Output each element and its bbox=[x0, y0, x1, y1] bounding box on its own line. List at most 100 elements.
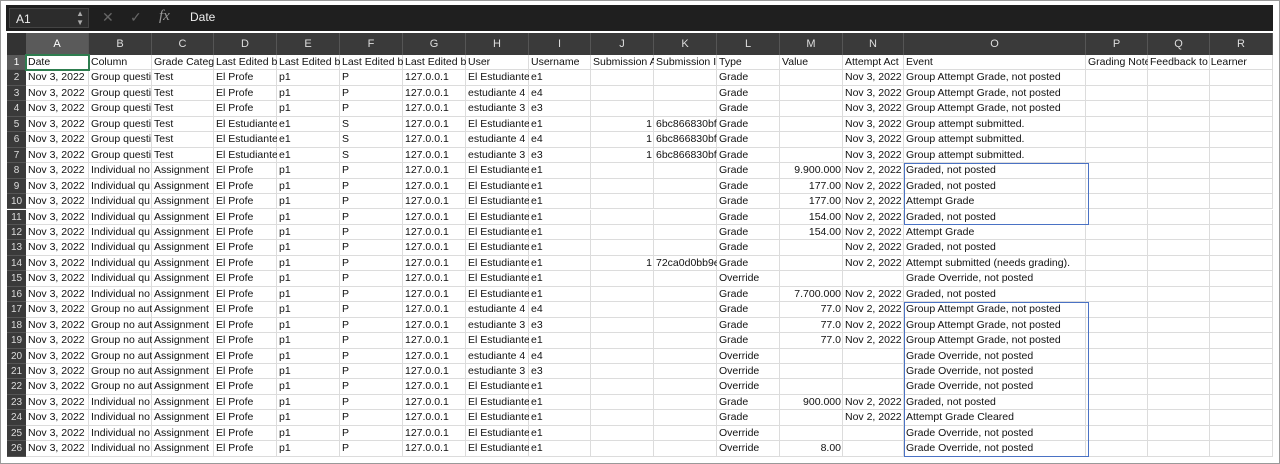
row-header[interactable]: 21 bbox=[7, 364, 26, 380]
cell[interactable]: 127.0.0.1 bbox=[405, 365, 449, 377]
cell[interactable]: El Profe bbox=[216, 365, 254, 377]
cell[interactable]: El Profe bbox=[216, 395, 254, 408]
cell[interactable]: El Profe bbox=[216, 426, 254, 439]
cell[interactable]: Grade bbox=[719, 71, 749, 84]
cell[interactable]: Last Edited b bbox=[216, 56, 277, 68]
cell[interactable]: Override bbox=[719, 349, 760, 362]
cell[interactable]: El Profe bbox=[216, 380, 254, 393]
cell[interactable]: e4 bbox=[531, 86, 543, 99]
cell[interactable]: Nov 3, 2022 bbox=[845, 86, 902, 99]
cell[interactable]: El Profe bbox=[216, 225, 254, 238]
cell[interactable]: Individual no bbox=[91, 287, 150, 300]
cell[interactable]: e1 bbox=[279, 148, 291, 161]
cell[interactable]: El Profe bbox=[216, 102, 254, 115]
fx-icon[interactable]: fx bbox=[159, 8, 170, 24]
cell[interactable]: P bbox=[342, 334, 350, 347]
cell[interactable]: P bbox=[342, 426, 350, 439]
cell[interactable]: e1 bbox=[531, 426, 543, 439]
cell[interactable]: Override bbox=[719, 272, 760, 285]
cell[interactable]: 77.0 bbox=[820, 334, 841, 347]
column-header[interactable]: J bbox=[591, 33, 654, 55]
cell[interactable]: Column bbox=[91, 56, 128, 68]
cell[interactable]: Individual qu bbox=[91, 241, 150, 254]
cell[interactable]: P bbox=[342, 102, 350, 115]
cell[interactable]: p1 bbox=[279, 195, 291, 208]
cell[interactable]: Nov 3, 2022 bbox=[28, 395, 85, 408]
cell[interactable]: Nov 3, 2022 bbox=[845, 71, 902, 84]
cell[interactable]: Group Attempt Grade, not posted bbox=[906, 303, 1061, 316]
cell[interactable]: 1 bbox=[646, 256, 652, 269]
cell[interactable]: Group questi bbox=[91, 86, 152, 99]
column-header[interactable]: A bbox=[26, 33, 89, 55]
cell[interactable]: p1 bbox=[279, 225, 291, 238]
cancel-icon[interactable]: ✕ bbox=[102, 9, 114, 25]
cell[interactable]: P bbox=[342, 210, 350, 223]
cell[interactable]: Feedback to Learner bbox=[1150, 56, 1247, 68]
cell[interactable]: Attempt submitted (needs grading). bbox=[906, 256, 1071, 269]
cell[interactable]: Assignment bbox=[154, 195, 209, 208]
cell[interactable]: Nov 3, 2022 bbox=[28, 195, 85, 208]
cell[interactable]: Nov 2, 2022 bbox=[845, 195, 902, 208]
cell[interactable]: Individual no bbox=[91, 395, 150, 408]
cell[interactable]: Grade bbox=[719, 241, 749, 254]
cell[interactable]: Group attempt submitted. bbox=[906, 117, 1025, 130]
cell[interactable]: Grade bbox=[719, 395, 749, 408]
cell[interactable]: Nov 3, 2022 bbox=[845, 148, 902, 161]
cell[interactable]: El Profe bbox=[216, 442, 254, 455]
column-header[interactable]: H bbox=[466, 33, 529, 55]
cell[interactable]: El Profe bbox=[216, 272, 254, 285]
cell[interactable]: Nov 2, 2022 bbox=[845, 225, 902, 238]
cell[interactable]: Nov 2, 2022 bbox=[845, 256, 902, 269]
cell[interactable]: Attempt Act bbox=[845, 56, 899, 68]
cell[interactable]: Override bbox=[719, 380, 760, 393]
cell[interactable]: Nov 3, 2022 bbox=[28, 164, 85, 177]
cell[interactable]: Grade bbox=[719, 303, 749, 316]
cell[interactable]: Event bbox=[906, 56, 933, 68]
cell[interactable]: Grade bbox=[719, 411, 749, 424]
cell[interactable]: 1 bbox=[646, 148, 652, 161]
cell[interactable]: Grade bbox=[719, 117, 749, 130]
name-box[interactable]: A1 ▲ ▼ bbox=[9, 8, 89, 28]
formula-content[interactable]: Date bbox=[190, 10, 216, 24]
cell[interactable]: El Profe bbox=[216, 164, 254, 177]
cell[interactable]: estudiante 3 bbox=[468, 365, 526, 377]
cell[interactable]: Assignment bbox=[154, 411, 209, 424]
cell[interactable]: p1 bbox=[279, 395, 291, 408]
cell[interactable]: estudiante 3 bbox=[468, 318, 526, 331]
cell[interactable]: Nov 3, 2022 bbox=[28, 241, 85, 254]
column-header[interactable]: M bbox=[780, 33, 843, 55]
column-header[interactable]: O bbox=[904, 33, 1086, 55]
cell[interactable]: Nov 2, 2022 bbox=[845, 318, 902, 331]
cell[interactable]: Grade bbox=[719, 225, 749, 238]
cell[interactable]: Nov 2, 2022 bbox=[845, 395, 902, 408]
row-header[interactable]: 7 bbox=[7, 147, 26, 164]
row-header[interactable]: 25 bbox=[7, 425, 26, 442]
cell[interactable]: Grade bbox=[719, 86, 749, 99]
row-header[interactable]: 19 bbox=[7, 333, 26, 349]
cell[interactable]: e1 bbox=[531, 256, 543, 269]
cell[interactable]: Graded, not posted bbox=[906, 164, 996, 177]
cell[interactable]: 127.0.0.1 bbox=[405, 380, 449, 393]
cell[interactable]: 127.0.0.1 bbox=[405, 272, 449, 285]
cell[interactable]: 77.0 bbox=[820, 303, 841, 316]
row-header[interactable]: 20 bbox=[7, 348, 26, 364]
cell[interactable]: Individual qu bbox=[91, 210, 150, 223]
cell[interactable]: P bbox=[342, 287, 350, 300]
row-header[interactable]: 16 bbox=[7, 286, 26, 303]
cell[interactable]: Test bbox=[154, 86, 174, 99]
cell[interactable]: e3 bbox=[531, 148, 543, 161]
cell[interactable]: Assignment bbox=[154, 334, 209, 347]
cell[interactable]: El Estudiante bbox=[468, 287, 529, 300]
cell[interactable]: 127.0.0.1 bbox=[405, 210, 449, 223]
cell[interactable]: e1 bbox=[531, 179, 543, 192]
cell[interactable]: P bbox=[342, 256, 350, 269]
cell[interactable]: 127.0.0.1 bbox=[405, 148, 449, 161]
stepper[interactable]: ▲ ▼ bbox=[76, 9, 84, 27]
cell[interactable]: Nov 3, 2022 bbox=[28, 86, 85, 99]
row-header[interactable]: 3 bbox=[7, 85, 26, 102]
cell[interactable]: P bbox=[342, 380, 350, 393]
cell[interactable]: P bbox=[342, 195, 350, 208]
cell[interactable]: 127.0.0.1 bbox=[405, 71, 449, 84]
cell[interactable]: Nov 3, 2022 bbox=[845, 117, 902, 130]
cell[interactable]: El Profe bbox=[216, 411, 254, 424]
